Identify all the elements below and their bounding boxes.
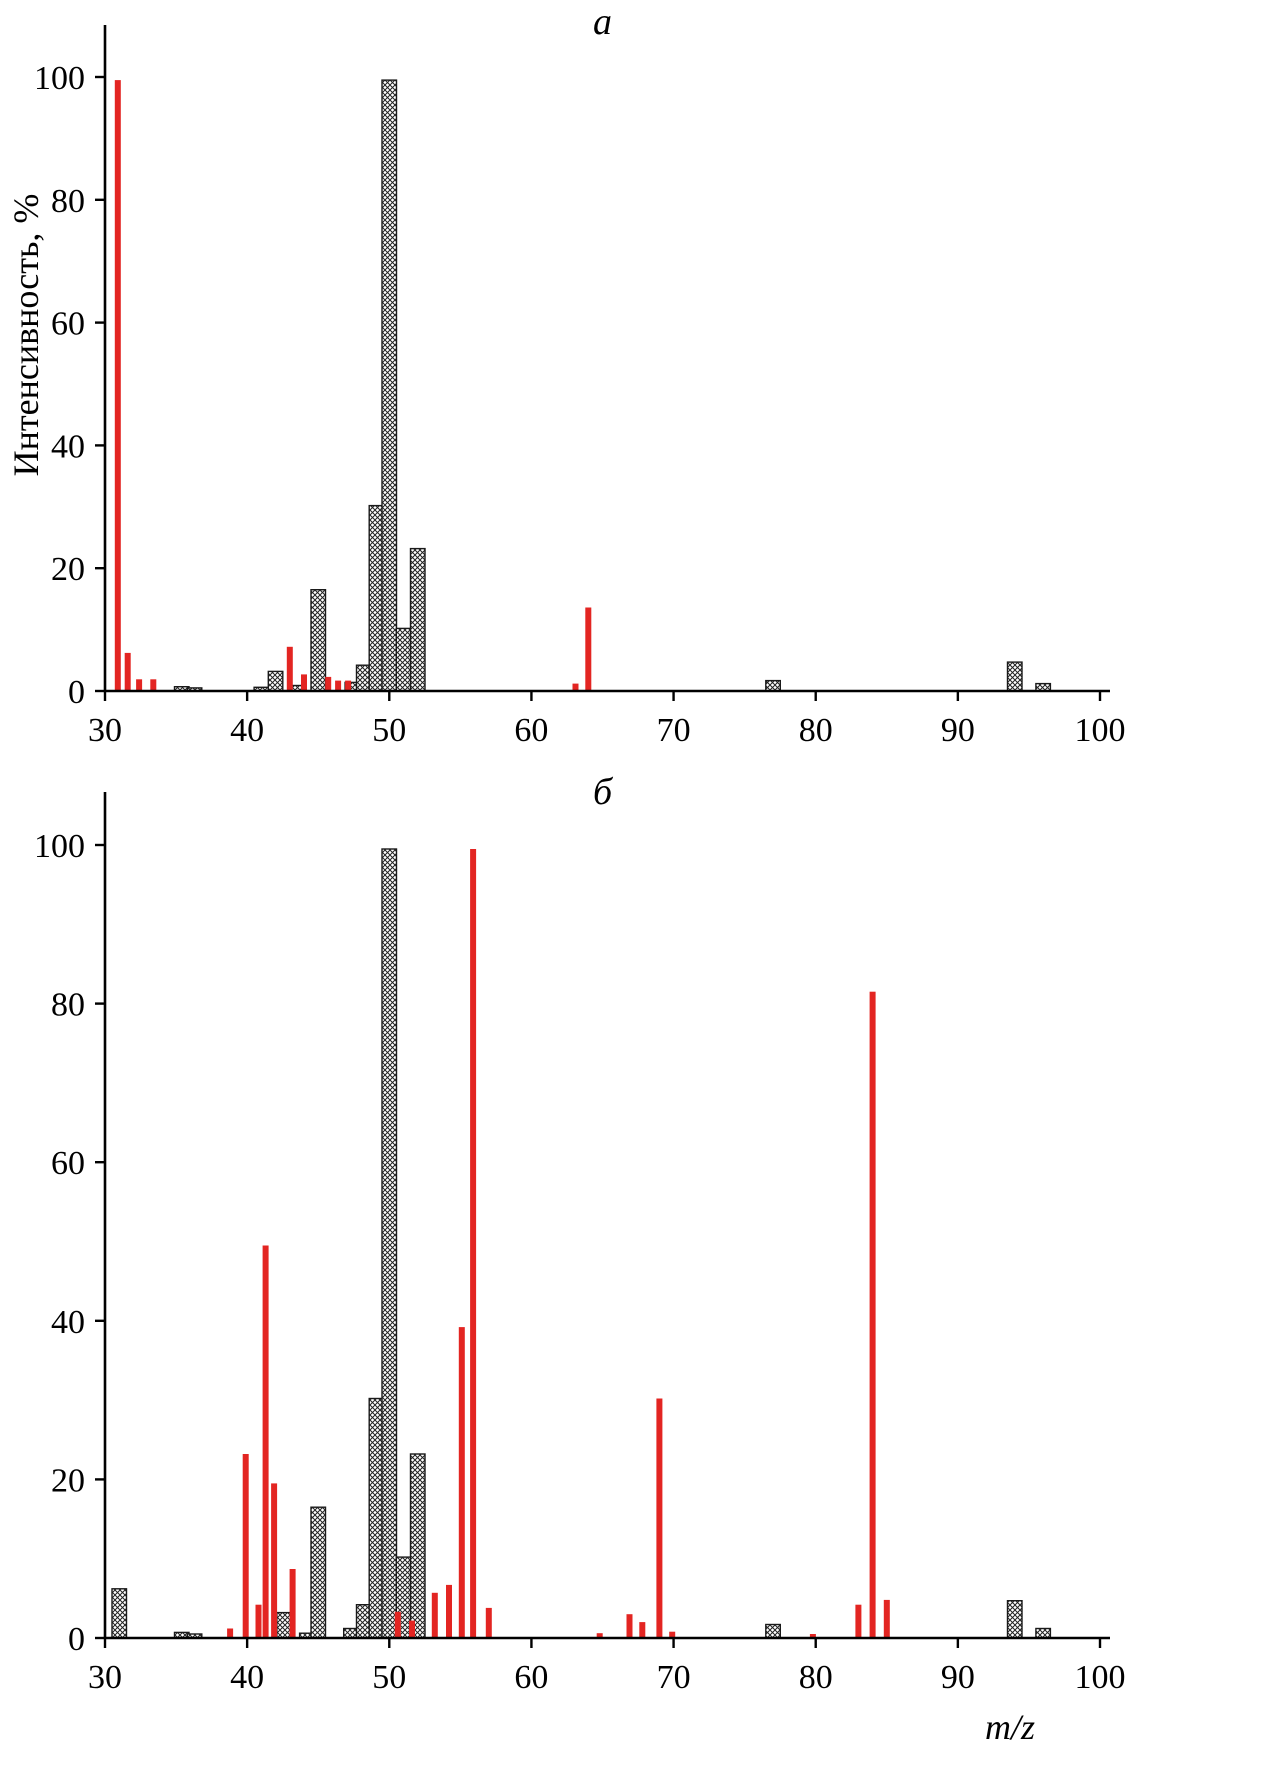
y-tick-label: 20	[51, 551, 85, 588]
red-bar	[869, 991, 876, 1638]
panel-b-title: б	[592, 771, 613, 813]
hatched-black-bar	[276, 1611, 293, 1639]
axis-lines	[103, 792, 1110, 1640]
hatched-black-bar	[381, 79, 398, 692]
hatched-black-bar	[409, 547, 426, 692]
axis-lines	[103, 25, 1110, 693]
mass-spectrum-chart-a: 0 20 40 60 80 100 30 40 50 60 70 80 90 100	[34, 25, 1126, 749]
y-tick-label: 40	[51, 1304, 85, 1341]
hatched-black-bar	[1035, 1627, 1052, 1639]
x-tick-label: 100	[1075, 1659, 1126, 1696]
y-axis-label: Интенсивность, %	[6, 193, 46, 477]
y-tick-label: 0	[68, 674, 85, 711]
hatched-black-bar	[395, 627, 412, 692]
x-tick-label: 100	[1075, 712, 1126, 749]
x-tick-label: 60	[514, 712, 548, 749]
red-bar	[136, 679, 143, 691]
hatched-black-bar	[1006, 1600, 1023, 1639]
y-tick-label: 60	[51, 306, 85, 343]
red-bar	[227, 1628, 234, 1638]
red-bar	[286, 646, 293, 691]
red-bar	[855, 1604, 862, 1638]
mass-spectrum-chart-b: 0 20 40 60 80 100 30 40 50 60 70 80 90 100	[34, 792, 1126, 1696]
red-bar	[572, 683, 579, 691]
y-tick-label: 40	[51, 428, 85, 465]
x-tick-label: 90	[941, 712, 975, 749]
y-tick-label: 80	[51, 183, 85, 220]
x-tick-label: 70	[657, 1659, 691, 1696]
hatched-black-bar	[310, 1506, 327, 1639]
y-tick-label: 100	[34, 60, 85, 97]
red-bar	[255, 1604, 262, 1638]
x-tick-label: 40	[230, 712, 264, 749]
red-bar	[470, 849, 477, 1638]
red-bar	[585, 607, 592, 691]
x-tick-label: 80	[799, 1659, 833, 1696]
x-tick-label: 30	[88, 1659, 122, 1696]
red-bar	[345, 680, 352, 691]
hatched-black-bar	[409, 1453, 426, 1639]
red-bar	[883, 1599, 890, 1638]
red-bar	[626, 1614, 633, 1638]
red-bar	[639, 1622, 646, 1638]
hatched-black-bar	[111, 1588, 128, 1639]
red-bar	[446, 1584, 452, 1638]
red-bar	[485, 1607, 492, 1638]
red-bar	[325, 676, 332, 691]
x-tick-label: 90	[941, 1659, 975, 1696]
red-bar	[262, 1245, 269, 1638]
hatched-black-bar	[765, 1623, 781, 1639]
x-tick-label: 50	[372, 1659, 406, 1696]
y-tick-label: 0	[68, 1621, 85, 1658]
x-tick-label: 60	[514, 1659, 548, 1696]
red-bar	[335, 680, 342, 691]
red-bar	[409, 1620, 415, 1638]
x-tick-label: 30	[88, 712, 122, 749]
y-tick-label: 20	[51, 1462, 85, 1499]
x-tick-label: 40	[230, 1659, 264, 1696]
red-bar	[114, 80, 121, 692]
red-bar	[124, 652, 131, 691]
red-bar	[656, 1398, 663, 1638]
x-tick-label: 50	[372, 712, 406, 749]
red-bar	[242, 1454, 249, 1638]
y-tick-label: 100	[34, 828, 85, 865]
hatched-black-bar	[267, 670, 284, 692]
red-bar	[669, 1631, 676, 1638]
y-tick-label: 80	[51, 987, 85, 1024]
hatched-black-bar	[381, 848, 398, 1639]
red-bar	[458, 1327, 465, 1638]
red-bar	[431, 1592, 438, 1638]
x-tick-label: 80	[799, 712, 833, 749]
x-tick-label: 70	[657, 712, 691, 749]
red-bar	[394, 1611, 401, 1638]
red-bar	[289, 1569, 296, 1638]
hatched-black-bar	[1006, 661, 1023, 692]
red-bar	[809, 1634, 816, 1638]
red-bar	[271, 1483, 278, 1638]
hatched-black-bar	[310, 589, 327, 692]
y-tick-label: 60	[51, 1145, 85, 1182]
x-axis-label: m/z	[984, 1707, 1035, 1747]
red-bar	[301, 674, 307, 691]
red-bar	[596, 1633, 603, 1638]
hatched-black-bar	[765, 679, 781, 692]
red-bar	[150, 679, 157, 691]
panel-a-title: а	[593, 1, 612, 43]
